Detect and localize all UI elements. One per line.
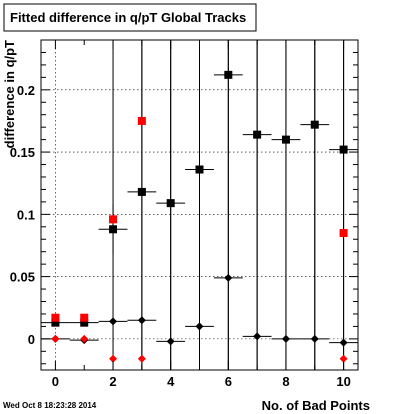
square-marker (80, 313, 89, 322)
square-marker (339, 229, 348, 238)
square-marker (80, 318, 89, 327)
diamond-marker (339, 338, 348, 347)
x-tick-label: 4 (167, 374, 175, 389)
diamond-marker (281, 334, 290, 343)
square-marker (195, 165, 204, 174)
square-marker (51, 313, 60, 322)
y-tick-label: 0.15 (10, 145, 35, 160)
diamond-marker (137, 354, 146, 363)
title-box (3, 3, 257, 32)
x-tick-label: 0 (52, 374, 59, 389)
square-marker (310, 120, 319, 129)
square-marker (166, 199, 175, 208)
y-axis-label: difference in q/pT (2, 40, 17, 148)
x-tick-label: 6 (225, 374, 232, 389)
diamond-marker (109, 317, 118, 326)
square-marker (281, 135, 290, 144)
square-marker (51, 318, 60, 327)
diamond-marker (51, 334, 60, 343)
diamond-marker (339, 354, 348, 363)
x-axis-label: No. of Bad Points (262, 398, 370, 413)
x-tick-label: 10 (336, 374, 350, 389)
square-marker (137, 187, 146, 196)
diamond-marker (109, 354, 118, 363)
diamond-marker (166, 337, 175, 346)
marker-layer (51, 70, 348, 363)
x-tick-label: 2 (109, 374, 116, 389)
square-marker (253, 130, 262, 139)
diamond-marker (80, 334, 89, 343)
error-bar-layer (41, 40, 358, 370)
diamond-marker (224, 273, 233, 282)
square-marker (137, 116, 146, 125)
x-tick-label: 8 (282, 374, 289, 389)
chart-title: Fitted difference in q/pT Global Tracks (10, 10, 246, 25)
tick-layer: 0 2 4 6 8 10 0 0.05 0.1 0.15 0.2 (10, 39, 358, 389)
timestamp: Wed Oct 8 18:23:28 2014 (3, 401, 97, 410)
square-marker (109, 215, 118, 224)
y-tick-label: 0.1 (17, 207, 35, 222)
diamond-marker (253, 332, 262, 341)
square-marker (109, 225, 118, 234)
square-marker (339, 145, 348, 154)
square-marker (224, 70, 233, 79)
diamond-marker (137, 316, 146, 325)
y-tick-label: 0.05 (10, 270, 35, 285)
diamond-marker (195, 322, 204, 331)
diamond-marker (310, 334, 319, 343)
y-tick-label: 0 (28, 332, 35, 347)
y-tick-label: 0.2 (17, 83, 35, 98)
